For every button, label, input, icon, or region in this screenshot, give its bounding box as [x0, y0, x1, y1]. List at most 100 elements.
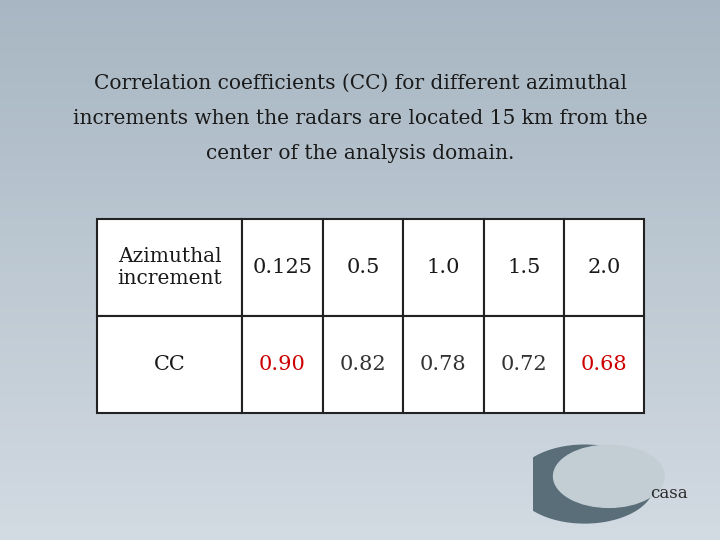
- Bar: [0, 299, 720, 301]
- Bar: [0, 464, 720, 466]
- Bar: [0, 32, 720, 34]
- Bar: [0, 9, 720, 11]
- Bar: [0, 428, 720, 430]
- Bar: [0, 7, 720, 9]
- Bar: [0, 250, 720, 252]
- Text: CC: CC: [154, 355, 186, 374]
- Bar: [0, 96, 720, 97]
- Bar: [0, 385, 720, 387]
- Bar: [0, 198, 720, 200]
- Bar: [0, 452, 720, 454]
- Bar: [0, 83, 720, 85]
- Bar: [0, 488, 720, 490]
- Bar: [0, 189, 720, 191]
- Bar: [0, 236, 720, 238]
- Bar: [0, 369, 720, 371]
- Bar: [0, 382, 720, 383]
- Bar: [0, 436, 720, 437]
- Bar: [0, 301, 720, 302]
- Bar: [0, 20, 720, 22]
- Bar: [0, 120, 720, 123]
- Bar: [0, 531, 720, 533]
- Bar: [0, 518, 720, 520]
- Bar: [0, 193, 720, 194]
- Bar: [0, 205, 720, 207]
- Bar: [0, 173, 720, 174]
- Text: 0.78: 0.78: [420, 355, 467, 374]
- Bar: [0, 279, 720, 281]
- Bar: [0, 77, 720, 79]
- Bar: [0, 69, 720, 70]
- Bar: [0, 268, 720, 270]
- Bar: [0, 380, 720, 382]
- Bar: [0, 184, 720, 185]
- Bar: [0, 234, 720, 236]
- Bar: [0, 86, 720, 88]
- Bar: [0, 38, 720, 39]
- Bar: [0, 317, 720, 319]
- Bar: [0, 315, 720, 317]
- Bar: [0, 265, 720, 266]
- Bar: [0, 463, 720, 464]
- Bar: [0, 97, 720, 99]
- Bar: [0, 18, 720, 20]
- Bar: [0, 59, 720, 61]
- Bar: [0, 79, 720, 81]
- Bar: [0, 11, 720, 12]
- Bar: [97, 316, 242, 413]
- Bar: [0, 441, 720, 443]
- Bar: [0, 285, 720, 286]
- Bar: [0, 508, 720, 509]
- Bar: [0, 535, 720, 536]
- Bar: [0, 180, 720, 182]
- Bar: [0, 378, 720, 380]
- Bar: [0, 108, 720, 110]
- Bar: [0, 355, 720, 356]
- Bar: [0, 218, 720, 220]
- Bar: [0, 356, 720, 358]
- Bar: [0, 405, 720, 407]
- Bar: [0, 363, 720, 366]
- Bar: [323, 219, 403, 316]
- Bar: [0, 439, 720, 441]
- Bar: [564, 219, 644, 316]
- Bar: [0, 139, 720, 140]
- Bar: [0, 146, 720, 147]
- Bar: [0, 425, 720, 427]
- Bar: [0, 470, 720, 471]
- Bar: [0, 245, 720, 247]
- Bar: [0, 484, 720, 486]
- Bar: [0, 255, 720, 258]
- Bar: [0, 455, 720, 457]
- Bar: [0, 248, 720, 250]
- Bar: [0, 58, 720, 59]
- Bar: [564, 316, 644, 413]
- Bar: [0, 340, 720, 342]
- Bar: [0, 525, 720, 528]
- Bar: [0, 185, 720, 187]
- Bar: [0, 147, 720, 150]
- Bar: [0, 313, 720, 315]
- Bar: [0, 162, 720, 164]
- Bar: [0, 231, 720, 232]
- Circle shape: [516, 445, 654, 523]
- Bar: [0, 416, 720, 417]
- Bar: [0, 490, 720, 491]
- Bar: [0, 517, 720, 518]
- Bar: [0, 126, 720, 128]
- Bar: [0, 194, 720, 196]
- Bar: [0, 259, 720, 261]
- Bar: [0, 389, 720, 390]
- Bar: [0, 45, 720, 47]
- Bar: [0, 171, 720, 173]
- Bar: [0, 407, 720, 409]
- Bar: [403, 219, 484, 316]
- Bar: [0, 414, 720, 416]
- Bar: [0, 223, 720, 225]
- Bar: [0, 216, 720, 218]
- Bar: [0, 169, 720, 171]
- Bar: [0, 187, 720, 189]
- Bar: [0, 457, 720, 459]
- Bar: [0, 358, 720, 360]
- Bar: [0, 481, 720, 482]
